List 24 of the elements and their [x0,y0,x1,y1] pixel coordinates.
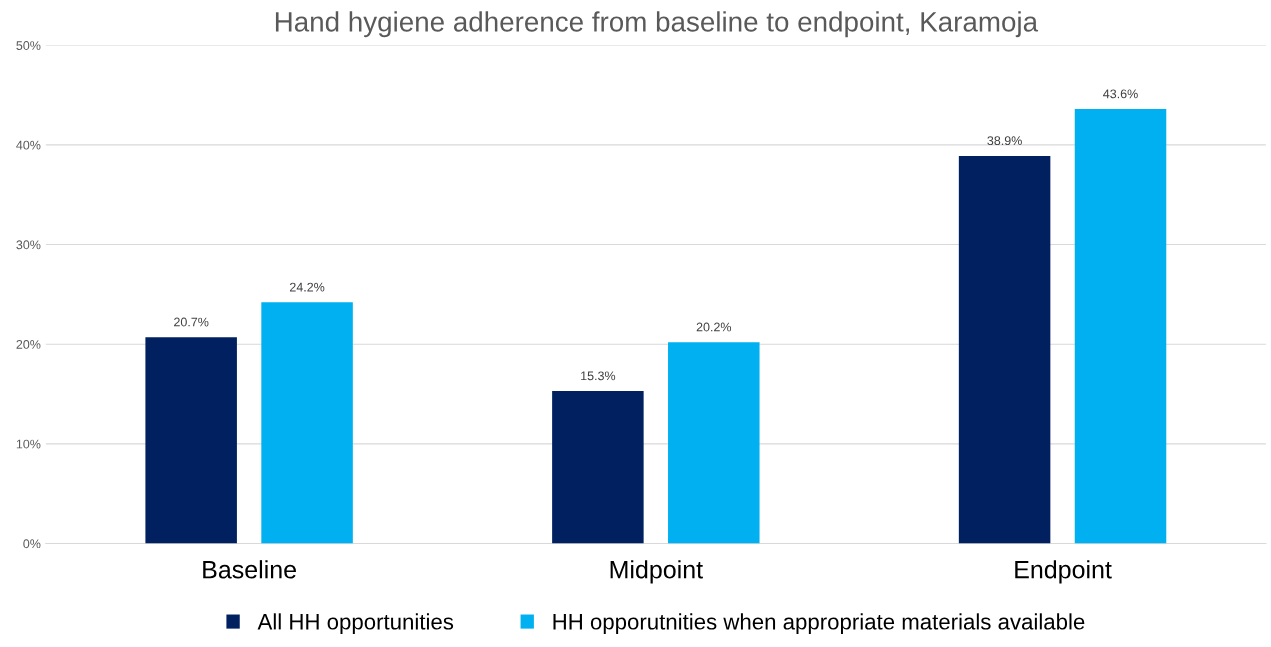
bar [668,342,760,544]
y-tick-label: 50% [16,41,41,50]
x-tick-label: Endpoint [1015,560,1112,584]
data-label: 43.6% [1103,89,1138,99]
data-label: 38.9% [987,136,1022,146]
data-label: 20.7% [174,317,209,327]
bar [1074,109,1167,544]
bar [261,302,353,544]
y-tick-label: 20% [16,340,41,349]
y-tick-label: 30% [16,240,41,250]
x-tick-label: Midpoint [610,560,703,584]
legend-label: All HH opportunities [257,613,454,635]
legend-label: HH opporutnities when appropriate materials available [553,613,1085,635]
data-label: 20.2% [696,322,732,332]
y-tick-label: 40% [16,140,41,150]
bar [145,337,237,544]
y-tick-label: 0% [23,539,41,549]
bar [958,155,1051,544]
data-label: 24.2% [289,282,325,292]
data-label: 15.3% [581,371,616,381]
y-tick-label: 10% [16,439,41,449]
chart-title: Hand hygiene adherence from baseline to endpoint, Karamoja [275,11,1039,38]
bar [552,391,644,544]
x-tick-label: Baseline [203,560,296,579]
